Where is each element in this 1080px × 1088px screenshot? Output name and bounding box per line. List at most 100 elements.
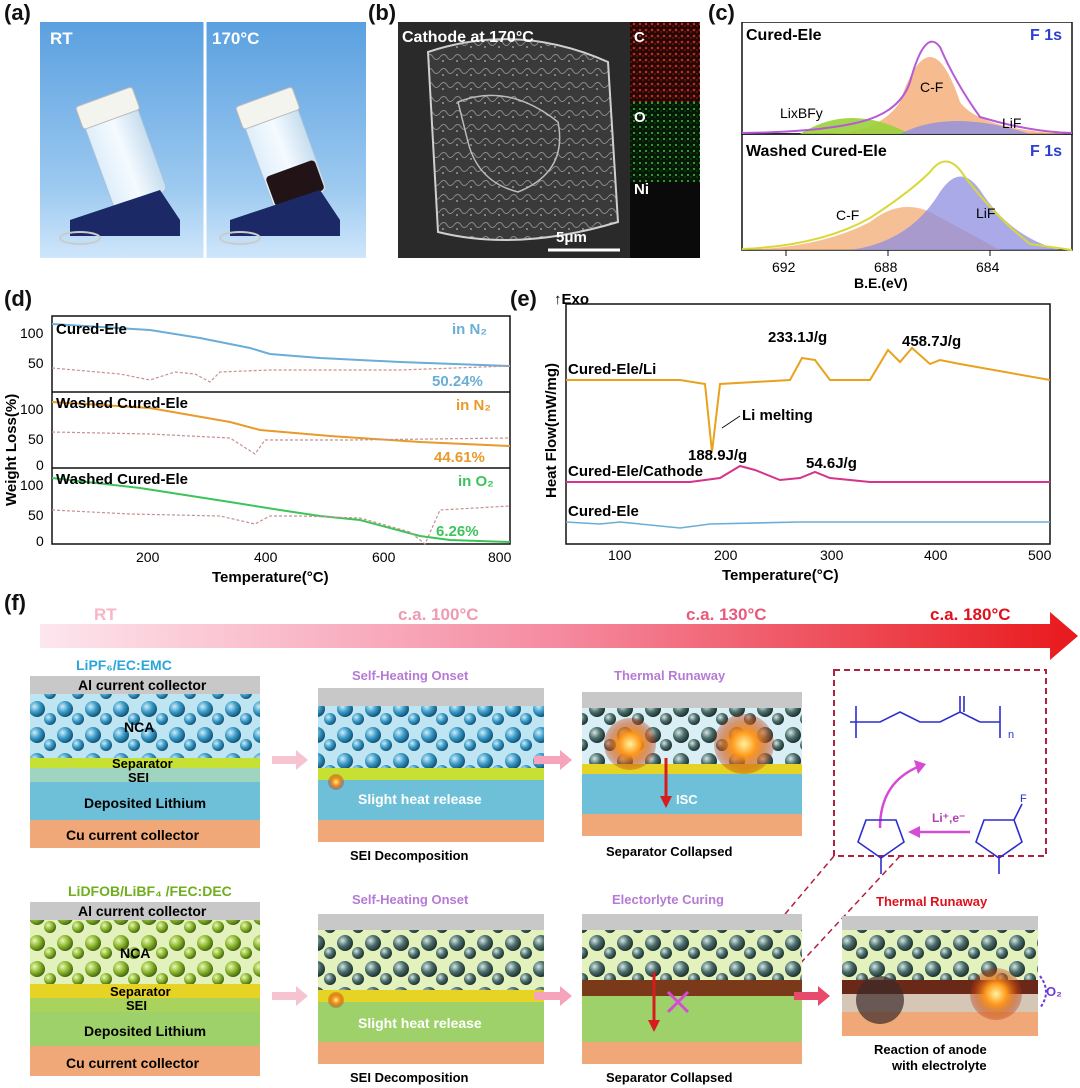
panel-b-title: Cathode at 170°C xyxy=(402,29,534,46)
c-bottom-tag: F 1s xyxy=(1030,143,1062,160)
row1-stage1-title: Self-Heating Onset xyxy=(352,668,469,683)
row2-layer-cu: Cu current collector xyxy=(66,1055,200,1071)
d-ytick-2b: 50 xyxy=(28,431,44,447)
row1-isc: ISC xyxy=(676,792,698,807)
c-xtick-684: 684 xyxy=(976,259,1000,275)
row1-layer-separator: Separator xyxy=(112,756,173,771)
d-sub1-atm: in N₂ xyxy=(452,321,487,338)
c-top-peak-libf: LixBFy xyxy=(780,105,823,121)
d-ytick-1b: 50 xyxy=(28,355,44,371)
d-deriv-2 xyxy=(51,431,511,455)
e-curve-cathode-label: Cured-Ele/Cathode xyxy=(568,463,703,480)
e-anno-li-melting: Li melting xyxy=(742,407,813,424)
d-deriv-1 xyxy=(51,365,511,383)
c-bottom-title: Washed Cured-Ele xyxy=(746,143,887,160)
d-curve-3 xyxy=(51,477,511,543)
row2-slight-heat: Slight heat release xyxy=(358,1015,482,1031)
e-curve-cured-label: Cured-Ele xyxy=(568,503,639,520)
e-anno-233: 233.1J/g xyxy=(768,329,827,346)
row2-caption-1: SEI Decomposition xyxy=(350,1070,469,1085)
d-curve-1 xyxy=(51,323,511,367)
d-xtick-400: 400 xyxy=(254,549,278,565)
d-ylabel: Weight Loss(%) xyxy=(3,394,20,506)
d-sub3-atm: in O₂ xyxy=(458,473,494,490)
e-ylabel: Heat Flow(mW/mg) xyxy=(543,363,560,498)
c-xlabel: B.E.(eV) xyxy=(854,275,908,291)
panel-d-tga: Cured-Ele in N₂ 50.24% Washed Cured-Ele … xyxy=(3,315,512,586)
d-sub3-name: Washed Cured-Ele xyxy=(56,471,188,488)
panel-b-sem: Cathode at 170°C C O Ni 5μm xyxy=(398,22,700,258)
row1-layer-nca: NCA xyxy=(124,719,154,735)
panel-label-d: (d) xyxy=(4,286,33,311)
panel-c-xps: Cured-Ele F 1s LixBFy C-F LiF Washed Cur… xyxy=(741,22,1073,291)
fec-f: F xyxy=(1020,793,1027,805)
d-sub1-final: 50.24% xyxy=(432,373,483,390)
panel-label-f: (f) xyxy=(4,590,26,615)
map-ni-label: Ni xyxy=(634,181,649,198)
c-bottom-peak-cf: C-F xyxy=(836,207,859,223)
map-c-label: C xyxy=(634,29,645,46)
row2-layer-li: Deposited Lithium xyxy=(84,1023,206,1039)
polymer-n: n xyxy=(1008,729,1014,741)
e-anno-54: 54.6J/g xyxy=(806,455,857,472)
d-xlabel: Temperature(°C) xyxy=(212,569,329,586)
c-xtick-692: 692 xyxy=(772,259,796,275)
row1-stage2-title: Thermal Runaway xyxy=(614,668,726,683)
e-xtick-500: 500 xyxy=(1028,547,1052,563)
temp-100: c.a. 100°C xyxy=(398,605,479,624)
row1-caption-1: SEI Decomposition xyxy=(350,848,469,863)
d-ytick-2a: 100 xyxy=(20,401,44,417)
d-sub2-final: 44.61% xyxy=(434,449,485,466)
row1-layer-li: Deposited Lithium xyxy=(84,795,206,811)
row2-stage2-title: Electorlyte Curing xyxy=(612,892,724,907)
c-top-peak-lif: LiF xyxy=(1002,115,1021,131)
panel-a-170-label: 170°C xyxy=(212,29,259,48)
panel-label-a: (a) xyxy=(4,0,31,25)
fec-molecule xyxy=(975,803,1023,874)
panel-label-b: (b) xyxy=(368,0,397,25)
c-top-title: Cured-Ele xyxy=(746,27,822,44)
temp-130: c.a. 130°C xyxy=(686,605,767,624)
map-o-label: O xyxy=(634,109,646,126)
d-ytick-3b: 50 xyxy=(28,507,44,523)
e-anno-458: 458.7J/g xyxy=(902,333,961,350)
row2-cell2: Slight heat release xyxy=(318,914,544,1064)
e-xtick-400: 400 xyxy=(924,547,948,563)
temperature-arrow xyxy=(40,612,1078,660)
d-ytick-3a: 100 xyxy=(20,477,44,493)
panel-f-schematic: RT c.a. 100°C c.a. 130°C c.a. 180°C LiPF… xyxy=(30,605,1078,1085)
row2-layer-al: Al current collector xyxy=(78,903,207,919)
d-sub1-name: Cured-Ele xyxy=(56,321,127,338)
row2-layer-nca: NCA xyxy=(120,945,150,961)
vial-170 xyxy=(235,86,327,209)
row2-cell4: O₂ xyxy=(842,916,1062,1036)
f-row1-electrolyte: LiPF₆/EC:EMC xyxy=(76,657,172,673)
e-curve-li-label: Cured-Ele/Li xyxy=(568,361,656,378)
d-xtick-800: 800 xyxy=(488,549,512,565)
row2-cell3 xyxy=(582,914,802,1064)
row1-slight-heat: Slight heat release xyxy=(358,791,482,807)
f-row2-electrolyte: LiDFOB/LiBF₄ /FEC:DEC xyxy=(68,883,232,899)
e-curve-cathode xyxy=(566,464,1050,483)
d-curve-2 xyxy=(51,401,511,447)
row1-cell2: Slight heat release xyxy=(318,688,544,842)
row1-layer-cu: Cu current collector xyxy=(66,827,200,843)
temp-180: c.a. 180°C xyxy=(930,605,1011,624)
c-xtick-688: 688 xyxy=(874,259,898,275)
row1-layer-al: Al current collector xyxy=(78,677,207,693)
d-xtick-200: 200 xyxy=(136,549,160,565)
scale-bar-label: 5μm xyxy=(556,229,587,246)
d-ytick-3c: 0 xyxy=(36,533,44,549)
row1-caption-2: Separator Collapsed xyxy=(606,844,732,859)
row2-layer-separator: Separator xyxy=(110,984,171,999)
c-top-peak-cf: C-F xyxy=(920,79,943,95)
row1-layer-sei: SEI xyxy=(128,770,149,785)
row1-cell3: ISC xyxy=(582,692,802,836)
d-deriv-3 xyxy=(51,505,511,545)
panel-label-e: (e) xyxy=(510,286,537,311)
d-ytick-2c: 0 xyxy=(36,457,44,473)
temp-rt: RT xyxy=(94,605,117,624)
vinylene-carbonate xyxy=(857,819,905,874)
vial-rt xyxy=(75,86,167,209)
row2-caption-3: Reaction of anode with electrolyte xyxy=(874,1042,987,1073)
